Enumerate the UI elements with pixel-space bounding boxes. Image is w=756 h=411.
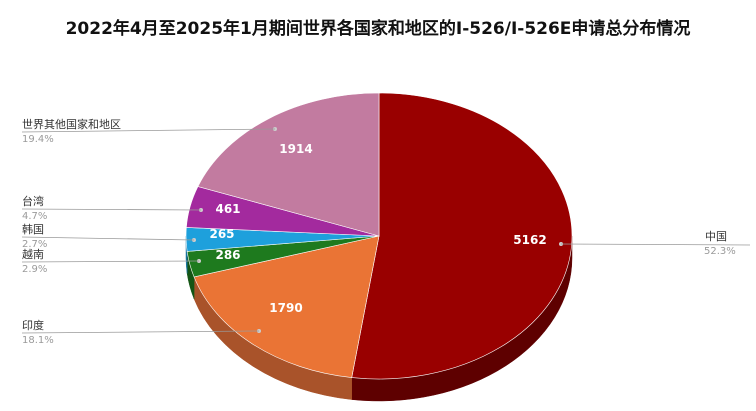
chart-title: 2022年4月至2025年1月期间世界各国家和地区的I-526/I-526E申请… bbox=[65, 19, 691, 39]
leader-line bbox=[560, 243, 751, 246]
label-name: 印度 bbox=[22, 318, 44, 332]
label-percent: 52.3% bbox=[704, 246, 736, 257]
leader-line bbox=[21, 236, 195, 241]
slice-value-label: 461 bbox=[215, 202, 240, 216]
leader-line bbox=[21, 260, 200, 263]
pie-slice-0 bbox=[351, 92, 573, 380]
leader-lines bbox=[21, 127, 751, 334]
label-name: 台湾 bbox=[22, 194, 44, 208]
label-percent: 4.7% bbox=[22, 211, 47, 222]
label-name: 越南 bbox=[22, 247, 44, 261]
leader-line bbox=[21, 330, 260, 334]
label-percent: 19.4% bbox=[22, 134, 54, 145]
pie-slice-5 bbox=[197, 92, 380, 237]
pie-slice-1 bbox=[193, 235, 380, 378]
leader-line bbox=[21, 128, 276, 133]
slice-value-label: 5162 bbox=[513, 233, 546, 247]
slice-value-label: 265 bbox=[209, 227, 234, 241]
slice-value-label: 1790 bbox=[269, 301, 302, 315]
leader-line bbox=[21, 208, 202, 211]
label-percent: 2.9% bbox=[22, 264, 47, 275]
slice-value-label: 286 bbox=[215, 248, 240, 262]
label-name: 韩国 bbox=[22, 222, 44, 236]
label-name: 世界其他国家和地区 bbox=[22, 117, 121, 131]
pie-slices bbox=[185, 92, 573, 380]
label-percent: 2.7% bbox=[22, 239, 47, 250]
slice-value-label: 1914 bbox=[279, 142, 312, 156]
label-name: 中国 bbox=[705, 230, 727, 243]
label-percent: 18.1% bbox=[22, 335, 54, 346]
